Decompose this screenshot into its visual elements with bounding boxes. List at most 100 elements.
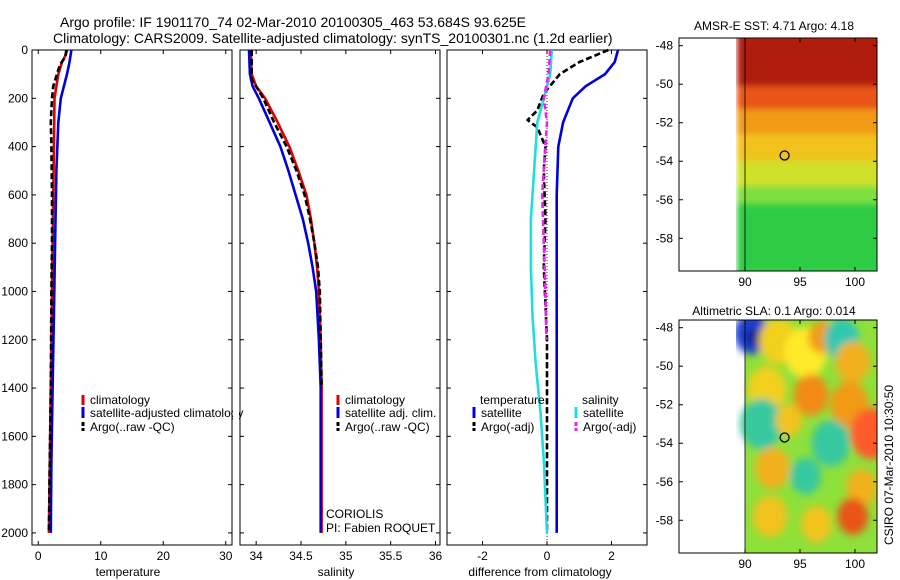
argo-location-marker	[779, 432, 790, 443]
y-tick-label: 1800	[1, 478, 28, 492]
y-tick-label: 800	[8, 236, 28, 250]
y-tick-label: -50	[656, 77, 674, 91]
series-line	[249, 49, 323, 533]
y-tick-label: 1600	[1, 429, 28, 443]
legend-title-temperature: temperature	[480, 393, 545, 407]
legend-label: climatology	[90, 393, 150, 407]
sla-map-title: Altimetric SLA: 0.1 Argo: 0.014	[692, 304, 856, 318]
series-line	[526, 48, 609, 533]
salinity-axis-label: salinity	[318, 565, 355, 579]
sla-anomaly	[793, 374, 829, 416]
sst-map-axes: -48 -50 -52 -54 -56 -58 90 95 100	[656, 38, 877, 289]
series-line	[49, 49, 73, 533]
x-tick-label: 100	[845, 275, 865, 289]
series-line	[555, 49, 620, 533]
x-tick-label: 34	[249, 549, 263, 563]
legend-title-salinity: salinity	[582, 393, 619, 407]
y-tick-label: 1000	[1, 284, 28, 298]
x-tick-label: 90	[738, 275, 752, 289]
sla-anomaly	[837, 497, 869, 535]
x-tick-label: 35	[339, 549, 353, 563]
sla-anomaly	[775, 403, 803, 437]
legend-label: satellite	[481, 406, 522, 420]
temperature-legend: climatology satellite-adjusted climatolo…	[81, 393, 243, 435]
difference-plot: -2 0 2	[447, 48, 647, 563]
x-tick-label: 30	[219, 549, 233, 563]
sst-field	[737, 38, 877, 271]
y-tick-label: -56	[656, 475, 674, 489]
sla-anomaly	[850, 408, 877, 460]
temperature-axis-label: temperature	[96, 565, 161, 579]
y-tick-label: -56	[656, 193, 674, 207]
y-tick-label: 1400	[1, 381, 28, 395]
x-tick-label: 35.5	[379, 549, 403, 563]
difference-legend: temperature salinity satellite Argo(-adj…	[472, 393, 636, 434]
legend-label: satellite	[583, 406, 624, 420]
series-line	[47, 49, 68, 533]
figure-title-line1: Argo profile: IF 1901170_74 02-Mar-2010 …	[60, 14, 526, 30]
x-tick-label: 10	[94, 549, 108, 563]
sla-map-frame	[678, 319, 878, 554]
x-tick-label: -2	[477, 549, 488, 563]
sla-map	[736, 320, 877, 553]
depth-axis: 0 200 400 600 800 1000 1200 1400 1600 1800 2000	[1, 43, 28, 540]
legend-label: climatology	[345, 393, 405, 407]
sla-field	[736, 320, 877, 543]
series-line	[247, 49, 322, 533]
figure-title-line2: Climatology: CARS2009. Satellite-adjuste…	[53, 30, 613, 46]
sla-anomaly	[835, 341, 871, 384]
sla-anomaly	[790, 457, 821, 495]
legend-label: Argo(..raw -QC)	[90, 420, 175, 434]
sla-anomaly	[752, 495, 788, 538]
y-tick-label: -48	[656, 321, 674, 335]
credit-label: CSIRO 07-Mar-2010 10:30:50	[882, 385, 896, 545]
sla-map-axes: -48 -50 -52 -54 -56 -58 90 95 100	[656, 320, 877, 571]
difference-axis-label: difference from climatology	[468, 565, 611, 579]
pi-label: PI: Fabien ROQUET	[326, 521, 436, 535]
y-tick-label: 2000	[1, 526, 28, 540]
x-tick-label: 90	[738, 557, 752, 571]
x-tick-label: 2	[608, 549, 615, 563]
legend-label: Argo(-adj)	[583, 420, 636, 434]
x-tick-label: 100	[845, 557, 865, 571]
y-tick-label: -58	[656, 231, 674, 245]
legend-clip-mask	[233, 395, 239, 435]
x-tick-label: 36	[429, 549, 443, 563]
sst-map-frame	[678, 37, 878, 272]
legend-label: satellite adj. clim.	[345, 406, 436, 420]
salinity-plot: 34 34.5 35 35.5 36	[240, 49, 443, 563]
x-tick-label: 95	[793, 557, 807, 571]
x-tick-label: 20	[157, 549, 171, 563]
temperature-plot: 0 10 20 30	[32, 49, 233, 563]
y-tick-label: -48	[656, 39, 674, 53]
series-line	[529, 49, 554, 533]
sst-band	[737, 203, 877, 271]
legend-label: satellite-adjusted climatology	[90, 406, 243, 420]
x-tick-label: 34.5	[289, 549, 313, 563]
sla-anomaly	[801, 505, 832, 543]
y-tick-label: -52	[656, 116, 674, 130]
y-tick-label: -58	[656, 513, 674, 527]
y-tick-label: 200	[8, 91, 28, 105]
sst-map	[737, 38, 877, 271]
sst-map-title: AMSR-E SST: 4.71 Argo: 4.18	[694, 19, 854, 33]
y-tick-label: 0	[21, 43, 28, 57]
sla-anomaly	[811, 420, 851, 467]
y-tick-label: -52	[656, 398, 674, 412]
series-line	[540, 49, 552, 340]
sla-anomaly	[755, 447, 790, 490]
temperature-plot-frame	[31, 49, 233, 546]
y-tick-label: 1200	[1, 333, 28, 347]
salinity-legend: climatology satellite adj. clim. Argo(..…	[336, 393, 436, 434]
sla-anomaly	[846, 469, 877, 507]
x-tick-label: 95	[793, 275, 807, 289]
legend-label: Argo(..raw -QC)	[345, 420, 430, 434]
argo-location-marker	[779, 150, 790, 161]
salinity-plot-frame	[239, 49, 441, 546]
data-centre-label: CORIOLIS	[326, 507, 383, 521]
x-tick-label: 0	[35, 549, 42, 563]
sla-anomaly	[746, 328, 762, 347]
y-tick-label: 400	[8, 140, 28, 154]
sst-band	[737, 38, 877, 94]
